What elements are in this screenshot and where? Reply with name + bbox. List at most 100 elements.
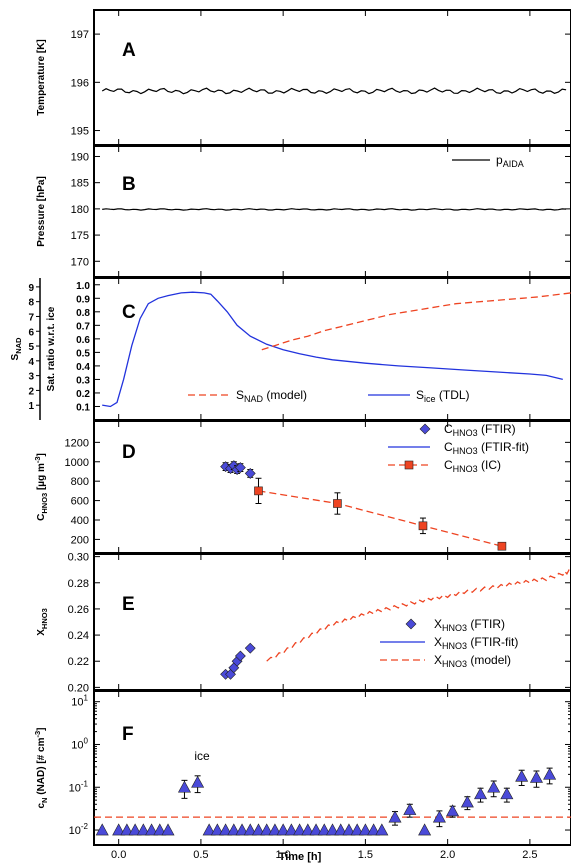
triangle-marker <box>284 823 298 836</box>
diamond-marker <box>244 467 256 479</box>
y-tick-label: 0.20 <box>68 682 89 694</box>
y-tick-label: 0.22 <box>68 656 89 668</box>
plot-frame <box>93 690 571 846</box>
triangle-marker <box>350 823 364 836</box>
y-tick-label-ice: 0.3 <box>76 375 90 386</box>
snad-tick-label: 5 <box>28 342 34 353</box>
triangle-marker <box>529 770 543 783</box>
y-tick-label: 197 <box>71 29 89 41</box>
triangle-marker <box>120 823 134 836</box>
triangle-marker <box>293 823 307 836</box>
legend-label-model: XHNO3 (model) <box>434 653 511 669</box>
diamond-marker <box>244 642 256 654</box>
triangle-marker <box>177 780 191 793</box>
panel-b: 170 175 180 185 190 B Pressure [hPa] pAIDA <box>36 145 571 278</box>
y-tick-label: 800 <box>71 476 89 488</box>
x-axis-label: Time [h] <box>279 851 322 863</box>
y-tick-label: 101 <box>71 694 88 709</box>
triangle-marker <box>219 823 233 836</box>
y-tick-label: 0.28 <box>68 578 89 590</box>
tick-base: 10 <box>71 739 83 751</box>
tick-base: 10 <box>69 782 81 794</box>
y-tick-label: 196 <box>71 77 89 89</box>
tick-base: 10 <box>71 697 83 709</box>
y-tick-label: 1200 <box>65 437 89 449</box>
y-tick-label: 200 <box>71 534 89 546</box>
legend-square <box>404 460 414 470</box>
x-tick-label: 1.0 <box>276 849 291 861</box>
snad-tick-label: 1 <box>28 401 34 412</box>
triangle-marker <box>145 823 159 836</box>
y-axis-label: Temperature [K] <box>36 39 47 116</box>
line-dashed <box>261 292 571 351</box>
panel-label: F <box>122 724 134 745</box>
y-tick-label: 175 <box>71 230 89 242</box>
triangle-marker <box>515 769 529 782</box>
y-tick-label: 10-2 <box>69 822 89 837</box>
triangle-marker <box>202 823 216 836</box>
y-tick-label-ice: 0.7 <box>76 321 90 332</box>
triangle-marker <box>210 823 224 836</box>
triangle-marker <box>388 810 402 823</box>
snad-tick-label: 4 <box>28 357 34 368</box>
y-tick-label-ice: 0.2 <box>76 389 90 400</box>
triangle-marker <box>367 823 381 836</box>
panel-d: 200 400 600 800 1000 1200 D CHNO3 [µg m-3] CHNO3… <box>33 420 571 554</box>
tick-exponent: 0 <box>84 736 89 745</box>
y-axis-label: cN (NAD) [# cm-3] <box>33 727 49 808</box>
legend-label-ftir: XHNO3 (FTIR) <box>434 617 505 633</box>
triangle-marker <box>334 823 348 836</box>
diamond-marker <box>234 650 246 662</box>
x-tick-label: 2.5 <box>522 849 537 861</box>
triangle-marker <box>317 823 331 836</box>
y-tick-label: 0.30 <box>68 552 89 564</box>
panel-a: 195 196 197 A Temperature [K] <box>36 9 571 146</box>
triangle-marker <box>153 823 167 836</box>
line-solid <box>102 291 563 408</box>
triangle-marker <box>432 810 446 823</box>
snad-tick-label: 3 <box>28 372 34 383</box>
triangle-marker <box>260 823 274 836</box>
tick-exponent: -1 <box>81 779 89 788</box>
triangle-marker <box>235 823 249 836</box>
triangle-marker <box>309 823 323 836</box>
panel-label: A <box>122 40 136 61</box>
snad-tick-label: 9 <box>28 283 34 294</box>
triangle-marker <box>243 823 257 836</box>
y-tick-label-ice: 1.0 <box>76 281 90 292</box>
triangle-marker <box>128 823 142 836</box>
y-tick-label-ice: 0.9 <box>76 294 90 305</box>
y-tick-label-ice: 0.5 <box>76 348 90 359</box>
snad-tick-label: 6 <box>28 327 34 338</box>
triangle-marker <box>191 775 205 788</box>
panel-e: 0.20 0.22 0.24 0.26 0.28 0.30 E XHNO3 XHNO3 (FTI… <box>36 552 571 694</box>
square-marker <box>333 499 342 508</box>
panel-label: B <box>122 174 136 195</box>
legend-label-snad: SNAD (model) <box>236 388 307 404</box>
square-marker <box>254 486 263 496</box>
diamond-marker <box>234 462 246 474</box>
y-axis-label: XHNO3 <box>36 608 49 636</box>
triangle-marker <box>342 823 356 836</box>
y-tick-label: 0.26 <box>68 604 89 616</box>
legend-label-fit: XHNO3 (FTIR-fit) <box>434 635 518 651</box>
ic-line <box>258 490 503 547</box>
x-tick-label: 1.5 <box>358 849 373 861</box>
x-tick-label: 0.0 <box>111 849 126 861</box>
triangle-marker <box>375 823 389 836</box>
triangle-marker <box>418 823 432 836</box>
triangle-marker <box>276 823 290 836</box>
triangle-marker <box>112 823 126 836</box>
y-tick-label: 100 <box>71 736 88 751</box>
triangle-marker <box>543 767 557 780</box>
legend-label-sice: Sice (TDL) <box>416 388 470 404</box>
ice-annotation: ice <box>194 749 210 763</box>
y-tick-label: 10-1 <box>69 779 89 794</box>
triangle-marker <box>460 795 474 808</box>
y-axis-label: Pressure [hPa] <box>36 176 47 247</box>
y-tick-label-ice: 0.1 <box>76 402 90 413</box>
square-marker <box>497 541 507 551</box>
